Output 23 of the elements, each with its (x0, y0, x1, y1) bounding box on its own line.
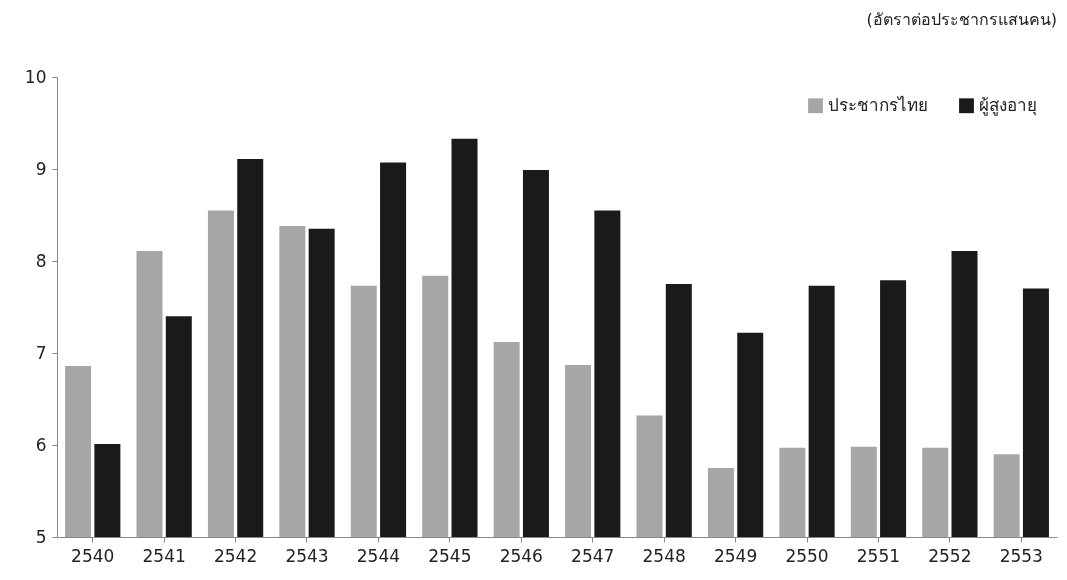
x-tick-label: 2551 (856, 545, 901, 566)
x-tick-label: 2547 (571, 545, 615, 566)
y-tick-label: 10 (24, 66, 47, 87)
x-tick-label: 2544 (356, 545, 401, 566)
x-tick-label: 2552 (928, 545, 972, 566)
x-tick-label: 2541 (142, 545, 186, 566)
x-tick-label: 2550 (785, 545, 829, 566)
x-tick-label: 2553 (999, 545, 1043, 566)
text: (อัตราต่อประชากรแสนคน) (866, 10, 1057, 29)
x-tick-label: 2548 (642, 545, 686, 566)
y-tick-label: 8 (35, 250, 47, 271)
y-tick-label: 5 (35, 526, 47, 547)
legend-label: ประชากรไทย (828, 94, 928, 115)
y-tick-label: 7 (35, 342, 47, 363)
y-tick-label: 9 (35, 158, 47, 179)
x-tick-label: 2549 (713, 545, 758, 566)
legend-label: ผู้สูงอายุ (979, 94, 1037, 116)
x-tick-label: 2540 (71, 545, 115, 566)
x-tick-label: 2542 (213, 545, 258, 566)
x-tick-label: 2545 (428, 545, 472, 566)
y-tick-label: 6 (35, 434, 47, 455)
x-tick-label: 2543 (285, 545, 329, 566)
x-tick-label: 2546 (499, 545, 543, 566)
